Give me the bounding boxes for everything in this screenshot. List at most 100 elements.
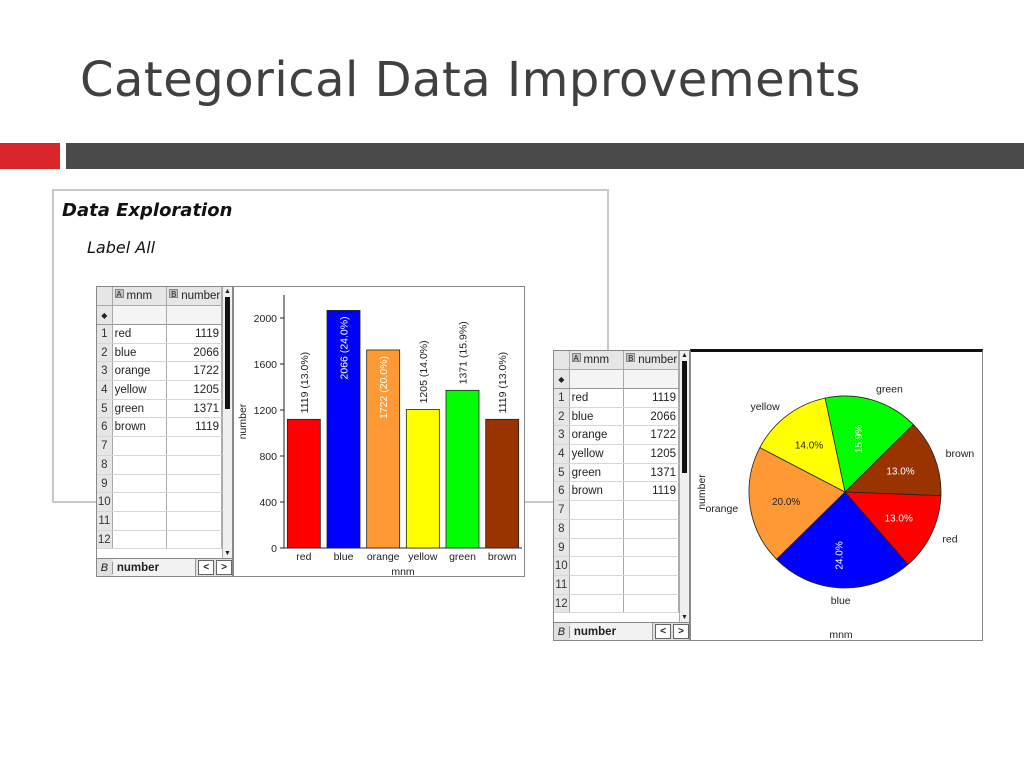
table-row: 1 red 1119 [97,325,222,344]
table-row: 12 [554,594,679,614]
chevron-right-icon[interactable]: > [673,624,689,639]
cell-mnm[interactable] [570,519,625,538]
cell-number[interactable] [624,501,679,519]
pie-chart-panel[interactable]: 15.9% green 13.0% brown 13.0% red 24.0% blue 20.… [690,349,983,641]
cell-mnm[interactable] [570,575,625,594]
column-key-a: A [571,353,581,363]
pie-category-label: red [942,534,957,546]
pie-slice-brown [844,424,942,497]
pie-percent-label: 14.0% [795,441,823,452]
pie-chart[interactable]: 15.9% green 13.0% brown 13.0% red 24.0% blue 20.… [691,352,984,642]
cell-number[interactable] [624,519,679,538]
scroll-thumb[interactable] [225,297,230,409]
cell-mnm[interactable] [570,538,625,557]
cell-number[interactable]: 1371 [624,463,679,482]
cell-number[interactable]: 1205 [624,445,679,463]
scroll-down-icon[interactable]: ▼ [681,614,688,621]
vertical-scrollbar[interactable]: ▲ ▼ [679,351,689,622]
cell-number[interactable]: 2066 [624,407,679,426]
cell-number[interactable] [167,437,222,455]
cell-mnm[interactable]: brown [570,482,625,501]
table-row: 9 [97,474,222,494]
cell-mnm[interactable] [113,511,168,530]
cell-number[interactable] [624,594,679,613]
footer-cell-name[interactable]: number [569,622,654,640]
pie-category-label: brown [946,448,975,460]
cell-number[interactable]: 1722 [624,426,679,445]
cell-number[interactable] [167,530,222,549]
cell-number[interactable]: 1119 [167,418,222,437]
chevron-right-icon[interactable]: > [216,560,232,575]
cell-mnm[interactable] [570,594,625,613]
cell-mnm[interactable] [113,437,168,455]
cell-number[interactable]: 2066 [167,343,222,362]
cell-number[interactable] [167,493,222,511]
cell-number[interactable]: 1119 [624,482,679,501]
footer-cell-name[interactable]: number [112,558,197,576]
cell-number[interactable]: 1119 [167,325,222,343]
cell-number[interactable] [167,474,222,493]
scroll-down-icon[interactable]: ▼ [224,550,231,557]
bar-chart-panel[interactable]: 0 400 800 1200 1600 2000 1119 (13.0%) red 2066 (… [233,286,526,578]
cell-mnm[interactable] [113,455,168,474]
vertical-scrollbar[interactable]: ▲ ▼ [222,287,232,558]
cell-mnm[interactable]: orange [113,362,168,381]
cell-number[interactable]: 1722 [167,362,222,381]
cell-mnm[interactable]: blue [113,343,168,362]
cell-number[interactable] [624,575,679,594]
table-row: 10 [97,493,222,512]
bar-brown [485,418,520,549]
table-row: 12 [97,530,222,550]
table-row: 5 green 1371 [97,399,222,419]
chevron-left-icon[interactable]: < [198,560,215,575]
formula-cell-a[interactable] [569,370,625,388]
scroll-up-icon[interactable]: ▲ [681,352,688,359]
cell-mnm[interactable]: red [570,389,625,407]
scroll-up-icon[interactable]: ▲ [224,288,231,295]
cell-mnm[interactable] [113,474,168,493]
cell-number[interactable]: 1119 [624,389,679,407]
bar-green [445,389,480,549]
cell-number[interactable] [167,511,222,530]
cell-number[interactable]: 1205 [167,381,222,399]
cell-number[interactable] [624,538,679,557]
cell-mnm[interactable]: brown [113,418,168,437]
cell-mnm[interactable] [570,501,625,519]
cell-mnm[interactable] [113,530,168,549]
pie-percent-label: 13.0% [884,514,912,525]
cell-mnm[interactable]: yellow [570,445,625,463]
cell-number[interactable] [624,557,679,575]
formula-cell-a[interactable] [112,306,168,324]
formula-cell-b[interactable] [624,370,680,388]
cell-number[interactable]: 1371 [167,399,222,418]
row-number: 3 [97,362,113,381]
pie-category-label: yellow [750,401,780,413]
sheet-rows: 1 red 1119 2 blue 2066 3 orange 1722 4 yellow 1205 5… [97,325,222,550]
cell-mnm[interactable] [113,493,168,511]
row-number: 10 [554,557,570,575]
chevron-left-icon[interactable]: < [655,624,672,639]
bar-data-label: 2066 (24.0%) [339,316,351,379]
header-bar [66,143,1024,169]
formula-cell-b[interactable] [167,306,223,324]
row-number: 8 [97,455,113,474]
x-axis-label: mnm [829,629,853,641]
scroll-thumb[interactable] [682,361,687,473]
cell-mnm[interactable]: blue [570,407,625,426]
cell-number[interactable] [167,455,222,474]
cell-mnm[interactable]: yellow [113,381,168,399]
cell-mnm[interactable]: green [570,463,625,482]
bar-chart[interactable]: 0 400 800 1200 1600 2000 1119 (13.0%) red 2066 (… [234,287,526,578]
cell-mnm[interactable] [570,557,625,575]
row-number: 4 [97,381,113,399]
cell-mnm[interactable]: red [113,325,168,343]
cell-mnm[interactable]: orange [570,426,625,445]
cell-mnm[interactable]: green [113,399,168,418]
